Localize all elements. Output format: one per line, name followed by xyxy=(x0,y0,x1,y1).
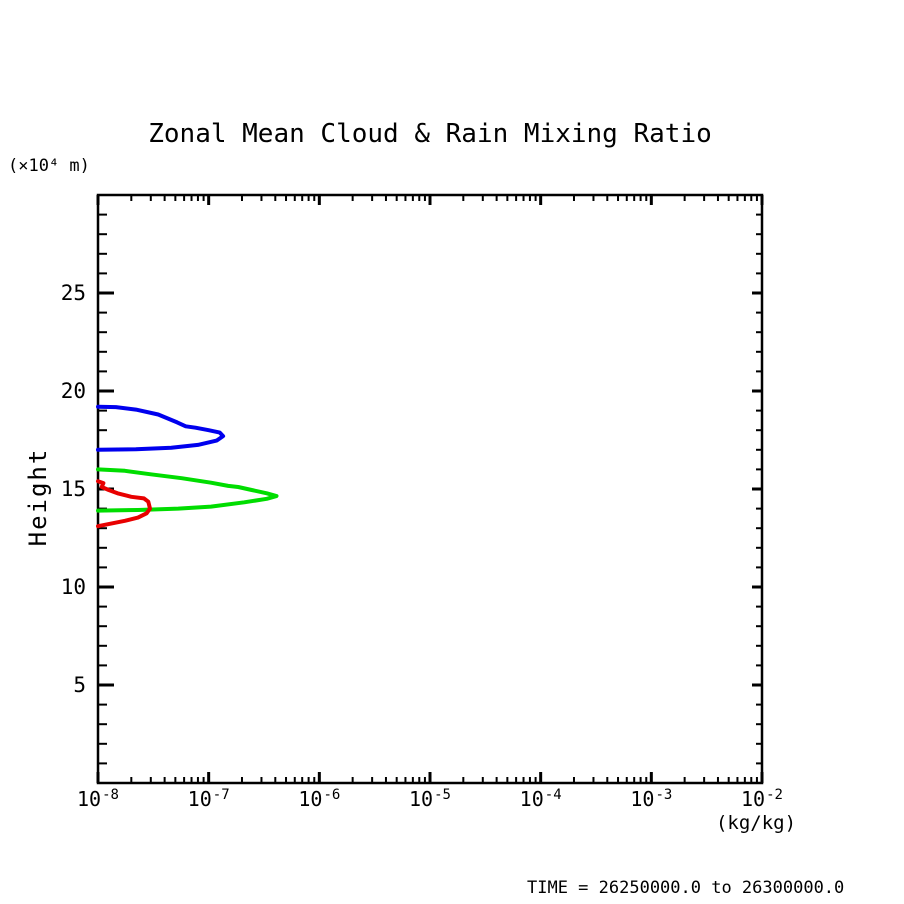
x-tick-exponent: -6 xyxy=(323,787,341,803)
time-annotation: TIME = 26250000.0 to 26300000.0 xyxy=(527,878,845,898)
x-tick-base: 10 xyxy=(519,787,544,811)
x-tick-base: 10 xyxy=(409,787,434,811)
x-tick-label: 10-6 xyxy=(274,787,364,811)
x-tick-label: 10-5 xyxy=(385,787,475,811)
contour-blue xyxy=(96,404,226,452)
x-tick-label: 10-3 xyxy=(606,787,696,811)
x-tick-label: 10-8 xyxy=(53,787,143,811)
plot-title: Zonal Mean Cloud & Rain Mixing Ratio xyxy=(148,119,712,149)
plot-frame xyxy=(96,193,764,785)
y-axis-units: (×10⁴ m) xyxy=(8,156,90,176)
x-tick-label: 10-2 xyxy=(717,787,807,811)
x-tick-base: 10 xyxy=(298,787,323,811)
y-tick-label: 20 xyxy=(60,379,86,403)
y-tick-label: 10 xyxy=(60,575,86,599)
x-tick-exponent: -7 xyxy=(212,787,230,803)
y-tick-label: 5 xyxy=(73,673,86,697)
x-tick-label: 10-7 xyxy=(164,787,254,811)
x-tick-exponent: -4 xyxy=(544,787,562,803)
x-tick-exponent: -3 xyxy=(655,787,673,803)
x-tick-base: 10 xyxy=(741,787,766,811)
contour-green xyxy=(96,467,279,513)
x-tick-label: 10-4 xyxy=(496,787,586,811)
x-tick-base: 10 xyxy=(77,787,102,811)
y-tick-label: 25 xyxy=(60,281,86,305)
x-tick-exponent: -8 xyxy=(102,787,119,803)
contour-red xyxy=(96,479,152,529)
x-tick-exponent: -2 xyxy=(766,787,783,803)
x-axis-units: (kg/kg) xyxy=(715,812,797,834)
x-tick-exponent: -5 xyxy=(434,787,451,803)
x-tick-base: 10 xyxy=(630,787,655,811)
x-tick-base: 10 xyxy=(187,787,212,811)
y-tick-label: 15 xyxy=(60,477,86,501)
